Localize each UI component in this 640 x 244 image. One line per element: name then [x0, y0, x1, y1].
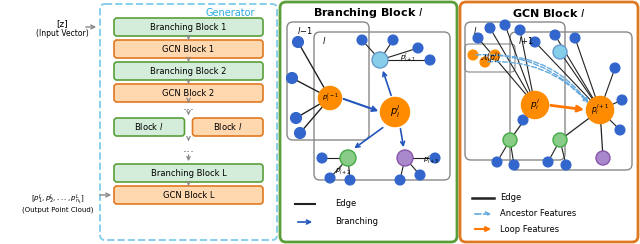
Circle shape	[357, 35, 367, 45]
FancyArrowPatch shape	[475, 212, 490, 216]
Text: Branching: Branching	[335, 217, 378, 226]
Text: $\mathcal{A}(p_i^l)$: $\mathcal{A}(p_i^l)$	[479, 51, 500, 65]
FancyBboxPatch shape	[114, 18, 263, 36]
Text: Loop Features: Loop Features	[500, 224, 559, 234]
Text: [z]: [z]	[56, 20, 68, 29]
Text: $p_i^l$: $p_i^l$	[530, 98, 540, 112]
FancyBboxPatch shape	[114, 164, 263, 182]
Circle shape	[485, 23, 495, 33]
Text: $p_{i+3}^l$: $p_{i+3}^l$	[423, 153, 440, 167]
Circle shape	[468, 50, 478, 60]
Circle shape	[291, 112, 301, 123]
Circle shape	[617, 95, 627, 105]
Text: Edge: Edge	[335, 200, 356, 209]
Circle shape	[553, 45, 567, 59]
Text: GCN Block 2: GCN Block 2	[163, 89, 214, 98]
Text: Branching Block L: Branching Block L	[150, 169, 227, 177]
Text: GCN Block L: GCN Block L	[163, 191, 214, 200]
Circle shape	[553, 133, 567, 147]
Circle shape	[610, 63, 620, 73]
Circle shape	[317, 153, 327, 163]
Circle shape	[490, 50, 500, 60]
Text: $p_{i+2}^l$: $p_{i+2}^l$	[335, 164, 351, 178]
Text: $l$$+$$1$: $l$$+$$1$	[518, 35, 534, 47]
Circle shape	[292, 37, 303, 48]
Circle shape	[415, 170, 425, 180]
Circle shape	[287, 72, 298, 83]
Circle shape	[530, 37, 540, 47]
Text: $p_i^{l-1}$: $p_i^{l-1}$	[322, 91, 339, 105]
FancyBboxPatch shape	[114, 186, 263, 204]
Text: Branching Block 2: Branching Block 2	[150, 67, 227, 75]
Circle shape	[372, 52, 388, 68]
Circle shape	[543, 157, 553, 167]
Text: $l$: $l$	[322, 35, 326, 47]
Circle shape	[596, 151, 610, 165]
Circle shape	[503, 133, 517, 147]
Text: Branching Block 1: Branching Block 1	[150, 22, 227, 31]
Circle shape	[325, 173, 335, 183]
Text: ...: ...	[182, 101, 195, 113]
Text: (Input Vector): (Input Vector)	[36, 29, 88, 38]
FancyBboxPatch shape	[193, 118, 263, 136]
FancyBboxPatch shape	[114, 118, 184, 136]
Text: GCN Block 1: GCN Block 1	[163, 44, 214, 53]
Circle shape	[500, 20, 510, 30]
Text: $l$$-$$1$: $l$$-$$1$	[297, 26, 313, 37]
Text: Edge: Edge	[500, 193, 521, 203]
FancyBboxPatch shape	[114, 62, 263, 80]
FancyBboxPatch shape	[114, 40, 263, 58]
Circle shape	[561, 160, 571, 170]
Circle shape	[570, 33, 580, 43]
Text: Generator: Generator	[205, 8, 255, 18]
Circle shape	[319, 87, 341, 109]
FancyBboxPatch shape	[114, 84, 263, 102]
Circle shape	[492, 157, 502, 167]
Text: $p_i^l$: $p_i^l$	[390, 104, 400, 120]
Text: (Output Point Cloud): (Output Point Cloud)	[22, 207, 93, 213]
Text: $p_{i+1}^l$: $p_{i+1}^l$	[400, 51, 417, 65]
Circle shape	[294, 128, 305, 139]
Text: $p_i^{l+1}$: $p_i^{l+1}$	[591, 102, 609, 117]
Circle shape	[430, 153, 440, 163]
Circle shape	[340, 150, 356, 166]
Text: GCN Block $l$: GCN Block $l$	[513, 7, 586, 19]
Circle shape	[615, 125, 625, 135]
Circle shape	[518, 115, 528, 125]
Circle shape	[395, 175, 405, 185]
Circle shape	[413, 43, 423, 53]
Circle shape	[345, 175, 355, 185]
Circle shape	[388, 35, 398, 45]
Circle shape	[515, 25, 525, 35]
Circle shape	[550, 30, 560, 40]
Circle shape	[425, 55, 435, 65]
Text: Branching Block $l$: Branching Block $l$	[314, 6, 424, 20]
FancyArrowPatch shape	[476, 55, 587, 102]
Text: Block $l$: Block $l$	[134, 122, 164, 132]
FancyArrowPatch shape	[498, 55, 588, 102]
Circle shape	[397, 150, 413, 166]
Text: Block $l$: Block $l$	[213, 122, 243, 132]
Text: $l$: $l$	[473, 26, 477, 37]
Text: ...: ...	[182, 142, 195, 154]
Circle shape	[381, 98, 409, 126]
Circle shape	[522, 92, 548, 118]
Text: $[p_1^L, p_2^L,...,p_{n_L}^L]$: $[p_1^L, p_2^L,...,p_{n_L}^L]$	[31, 193, 85, 207]
FancyArrowPatch shape	[488, 61, 587, 102]
Text: Ancestor Features: Ancestor Features	[500, 210, 576, 218]
Circle shape	[480, 57, 490, 67]
Circle shape	[473, 33, 483, 43]
Circle shape	[509, 160, 519, 170]
Circle shape	[587, 97, 613, 123]
